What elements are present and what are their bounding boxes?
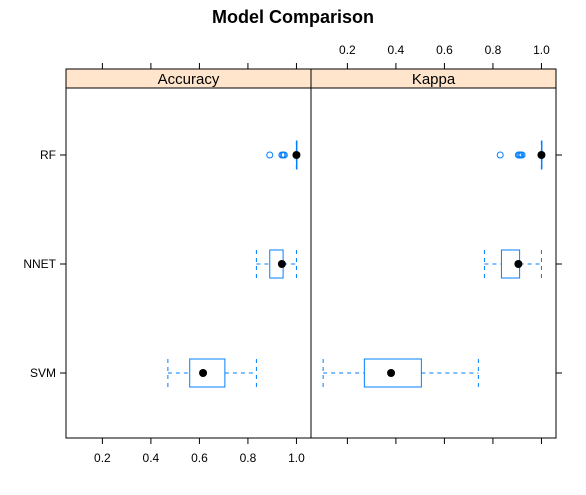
outlier-point: [266, 151, 274, 159]
y-tick-label-rf: RF: [40, 148, 56, 162]
x-tick-label-accuracy: 1.0: [288, 451, 305, 465]
median-dot: [199, 369, 208, 377]
box-kappa-svm: [322, 358, 479, 388]
outlier-point: [280, 151, 288, 159]
median-dot: [277, 260, 286, 268]
median-dot: [514, 260, 523, 268]
iqr-box: [363, 358, 422, 388]
panel-accuracy: Accuracy 0.2 0.4 0.6 0.8 1.0: [65, 63, 312, 465]
iqr-box: [189, 358, 226, 388]
x-tick-label-kappa: 0.4: [388, 43, 405, 57]
y-tick-label-svm: SVM: [30, 366, 56, 380]
median-dot: [387, 369, 396, 377]
strip-label-accuracy: Accuracy: [158, 71, 220, 88]
median-dot: [537, 151, 546, 159]
x-tick-label-accuracy: 0.8: [240, 451, 257, 465]
x-tick-label-accuracy: 0.2: [94, 451, 111, 465]
x-tick-label-kappa: 1.0: [533, 43, 550, 57]
box-accuracy-nnet: [255, 249, 297, 279]
y-tick-label-nnet: NNET: [23, 257, 56, 271]
x-tick-label-kappa: 0.2: [339, 43, 356, 57]
median-dot: [292, 151, 301, 159]
x-tick-label-kappa: 0.6: [436, 43, 453, 57]
x-tick-label-accuracy: 0.6: [191, 451, 208, 465]
outlier-point: [496, 151, 504, 159]
box-kappa-nnet: [483, 249, 542, 279]
panel-kappa: Kappa 0.2 0.4 0.6 0.8 1.0: [310, 43, 557, 444]
box-accuracy-rf: [266, 140, 301, 170]
x-tick-label-accuracy: 0.4: [143, 451, 160, 465]
box-kappa-rf: [496, 140, 546, 170]
strip-label-kappa: Kappa: [412, 71, 456, 88]
box-accuracy-svm: [167, 358, 257, 388]
chart-title: Model Comparison: [212, 7, 374, 27]
outlier-point: [518, 151, 526, 159]
x-tick-label-kappa: 0.8: [485, 43, 502, 57]
